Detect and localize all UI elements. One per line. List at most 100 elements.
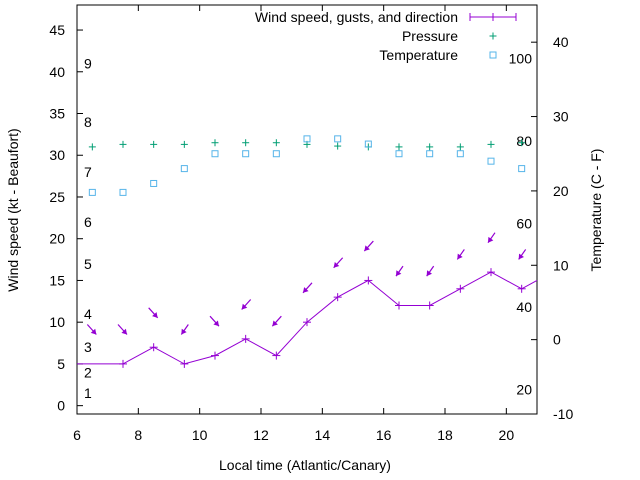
legend-sample-temperature <box>489 51 497 59</box>
wind-speed-point <box>395 301 403 310</box>
wind-speed-point <box>517 284 526 293</box>
beaufort-label: 3 <box>84 339 92 355</box>
wind-direction-arrow <box>117 324 128 335</box>
temperature-point <box>395 150 403 158</box>
legend-label-wind: Wind speed, gusts, and direction <box>255 9 458 25</box>
wind-speed-point <box>333 293 342 302</box>
y-tick-label: 15 <box>49 272 65 288</box>
x-tick-label: 16 <box>376 427 392 443</box>
pressure-point <box>180 140 188 148</box>
fahrenheit-label: 60 <box>516 216 532 232</box>
wind-direction-arrow <box>209 315 220 327</box>
pressure-point <box>395 143 403 151</box>
beaufort-label: 7 <box>84 164 92 180</box>
temperature-point <box>150 179 158 187</box>
temperature-point <box>272 150 280 158</box>
wind-speed-point <box>303 318 311 327</box>
pressure-point <box>518 139 526 147</box>
pressure-point <box>456 143 464 151</box>
pressure-point <box>88 143 96 151</box>
temperature-point <box>364 140 372 148</box>
pressure-point <box>242 139 250 147</box>
y-tick-label: 20 <box>49 231 65 247</box>
wind-speed-line <box>77 271 538 365</box>
wind-speed-point <box>272 351 281 360</box>
beaufort-label: 5 <box>84 256 92 272</box>
y-tick-label: 40 <box>49 64 65 80</box>
x-tick-label: 10 <box>192 427 208 443</box>
wind-direction-arrow <box>395 265 404 277</box>
wind-direction-arrow <box>271 315 282 327</box>
temperature-point <box>303 135 311 143</box>
legend-sample-wind <box>469 13 517 21</box>
y2-tick-label: -10 <box>553 406 573 422</box>
temperature-point <box>180 165 188 173</box>
pressure-point <box>272 139 280 147</box>
pressure-point <box>487 140 495 148</box>
x-tick-label: 6 <box>73 427 81 443</box>
beaufort-label: 9 <box>84 55 92 71</box>
fahrenheit-label: 100 <box>509 51 533 67</box>
x-tick-label: 20 <box>499 427 515 443</box>
wind-direction-arrow <box>86 324 97 335</box>
legend-sample-pressure <box>489 32 497 40</box>
temperature-point <box>211 150 219 158</box>
wind-direction-arrow <box>148 307 159 319</box>
y-tick-label: 5 <box>57 356 65 372</box>
temperature-point <box>456 150 464 158</box>
wind-speed-point <box>456 284 465 293</box>
wind-direction-arrow <box>456 249 465 260</box>
pressure-point <box>119 140 127 148</box>
pressure-point <box>211 139 219 147</box>
wind-speed-point <box>180 359 189 368</box>
y-tick-label: 25 <box>49 189 65 205</box>
x-axis-label: Local time (Atlantic/Canary) <box>219 457 391 473</box>
temperature-point <box>88 188 96 196</box>
beaufort-label: 6 <box>84 214 92 230</box>
temperature-point <box>119 188 127 196</box>
wind-direction-arrow <box>518 249 527 260</box>
beaufort-label: 1 <box>84 385 92 401</box>
wind-speed-point <box>211 351 219 360</box>
x-tick-label: 18 <box>437 427 453 443</box>
temperature-point <box>334 135 342 143</box>
wind-speed-point <box>241 334 250 343</box>
temperature-point <box>242 150 250 158</box>
pressure-point <box>150 140 158 148</box>
y2-tick-label: 40 <box>553 34 569 50</box>
legend-label-temperature: Temperature <box>379 47 458 63</box>
wind-speed-point <box>487 268 495 277</box>
x-tick-label: 14 <box>315 427 331 443</box>
y-tick-label: 45 <box>49 22 65 38</box>
y2-tick-label: 20 <box>553 183 569 199</box>
wind-direction-arrow <box>363 240 374 252</box>
wind-direction-arrow <box>426 265 435 277</box>
fahrenheit-label: 20 <box>516 381 532 397</box>
wind-speed-point <box>425 301 434 310</box>
x-tick-label: 8 <box>134 427 142 443</box>
wind-direction-arrow <box>241 299 252 310</box>
beaufort-label: 2 <box>84 364 92 380</box>
legend-sample-wind-mark <box>489 13 497 21</box>
temperature-point <box>487 157 495 165</box>
fahrenheit-label: 80 <box>516 133 532 149</box>
wind-direction-arrow <box>302 282 313 294</box>
wind-direction-arrow <box>487 232 496 244</box>
legend-label-pressure: Pressure <box>402 28 458 44</box>
pressure-point <box>426 143 434 151</box>
y-tick-label: 10 <box>49 314 65 330</box>
y-tick-label: 0 <box>57 398 65 414</box>
y2-tick-label: 30 <box>553 109 569 125</box>
legend: Wind speed, gusts, and direction Pressur… <box>255 9 517 63</box>
plot-frame <box>76 4 538 415</box>
fahrenheit-label: 40 <box>516 299 532 315</box>
wind-speed-point <box>149 343 158 352</box>
y2-axis-label: Temperature (C - F) <box>588 149 604 272</box>
wind-direction-arrow <box>180 324 189 335</box>
wind-speed-point <box>119 359 127 368</box>
beaufort-label: 8 <box>84 114 92 130</box>
y-axis-label: Wind speed (kt - Beaufort) <box>5 128 21 291</box>
pressure-point <box>334 142 342 150</box>
x-tick-label: 12 <box>253 427 269 443</box>
